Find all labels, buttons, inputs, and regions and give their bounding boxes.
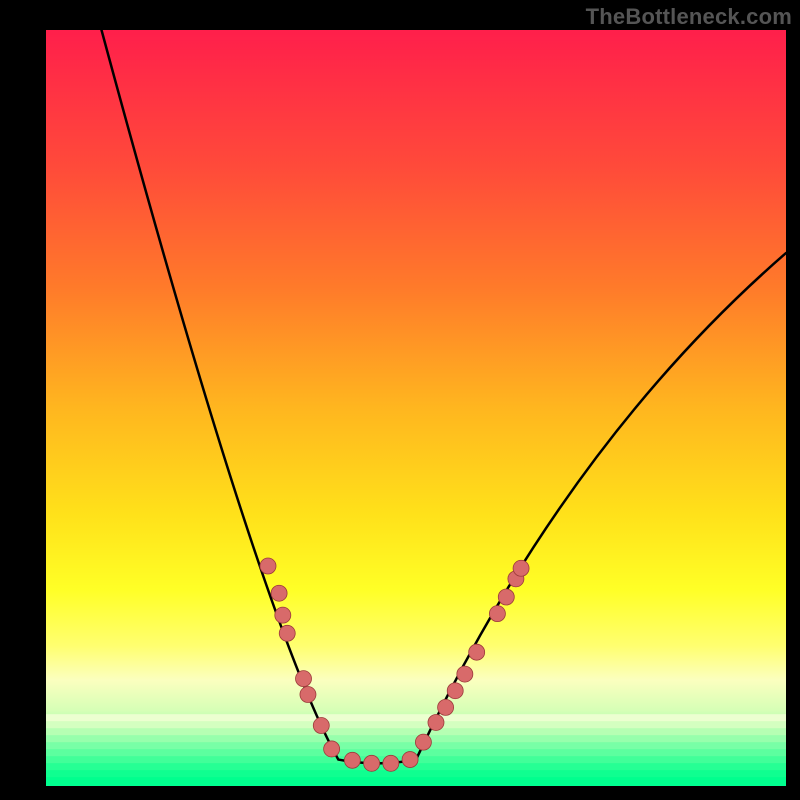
data-dot: [313, 718, 329, 734]
green-stripe: [46, 714, 786, 722]
green-stripe: [46, 728, 786, 736]
data-dot: [324, 741, 340, 757]
green-stripe: [46, 770, 786, 778]
data-dot: [447, 683, 463, 699]
data-dot: [457, 666, 473, 682]
data-dot: [260, 558, 276, 574]
data-dot: [469, 644, 485, 660]
data-dot: [344, 752, 360, 768]
data-dot: [275, 607, 291, 623]
data-dot: [279, 625, 295, 641]
data-dot: [402, 752, 418, 768]
plot-area: [46, 30, 786, 786]
data-dot: [489, 606, 505, 622]
data-dot: [364, 755, 380, 771]
data-dot: [296, 671, 312, 687]
data-dot: [438, 699, 454, 715]
green-stripe: [46, 777, 786, 785]
green-stripe: [46, 721, 786, 729]
data-dot: [415, 734, 431, 750]
watermark-text: TheBottleneck.com: [586, 4, 792, 30]
data-dot: [300, 687, 316, 703]
gradient-background: [46, 30, 786, 786]
data-dot: [271, 585, 287, 601]
data-dot: [428, 714, 444, 730]
data-dot: [498, 589, 514, 605]
plot-svg: [46, 30, 786, 786]
canvas-root: TheBottleneck.com: [0, 0, 800, 800]
data-dot: [383, 755, 399, 771]
data-dot: [513, 560, 529, 576]
